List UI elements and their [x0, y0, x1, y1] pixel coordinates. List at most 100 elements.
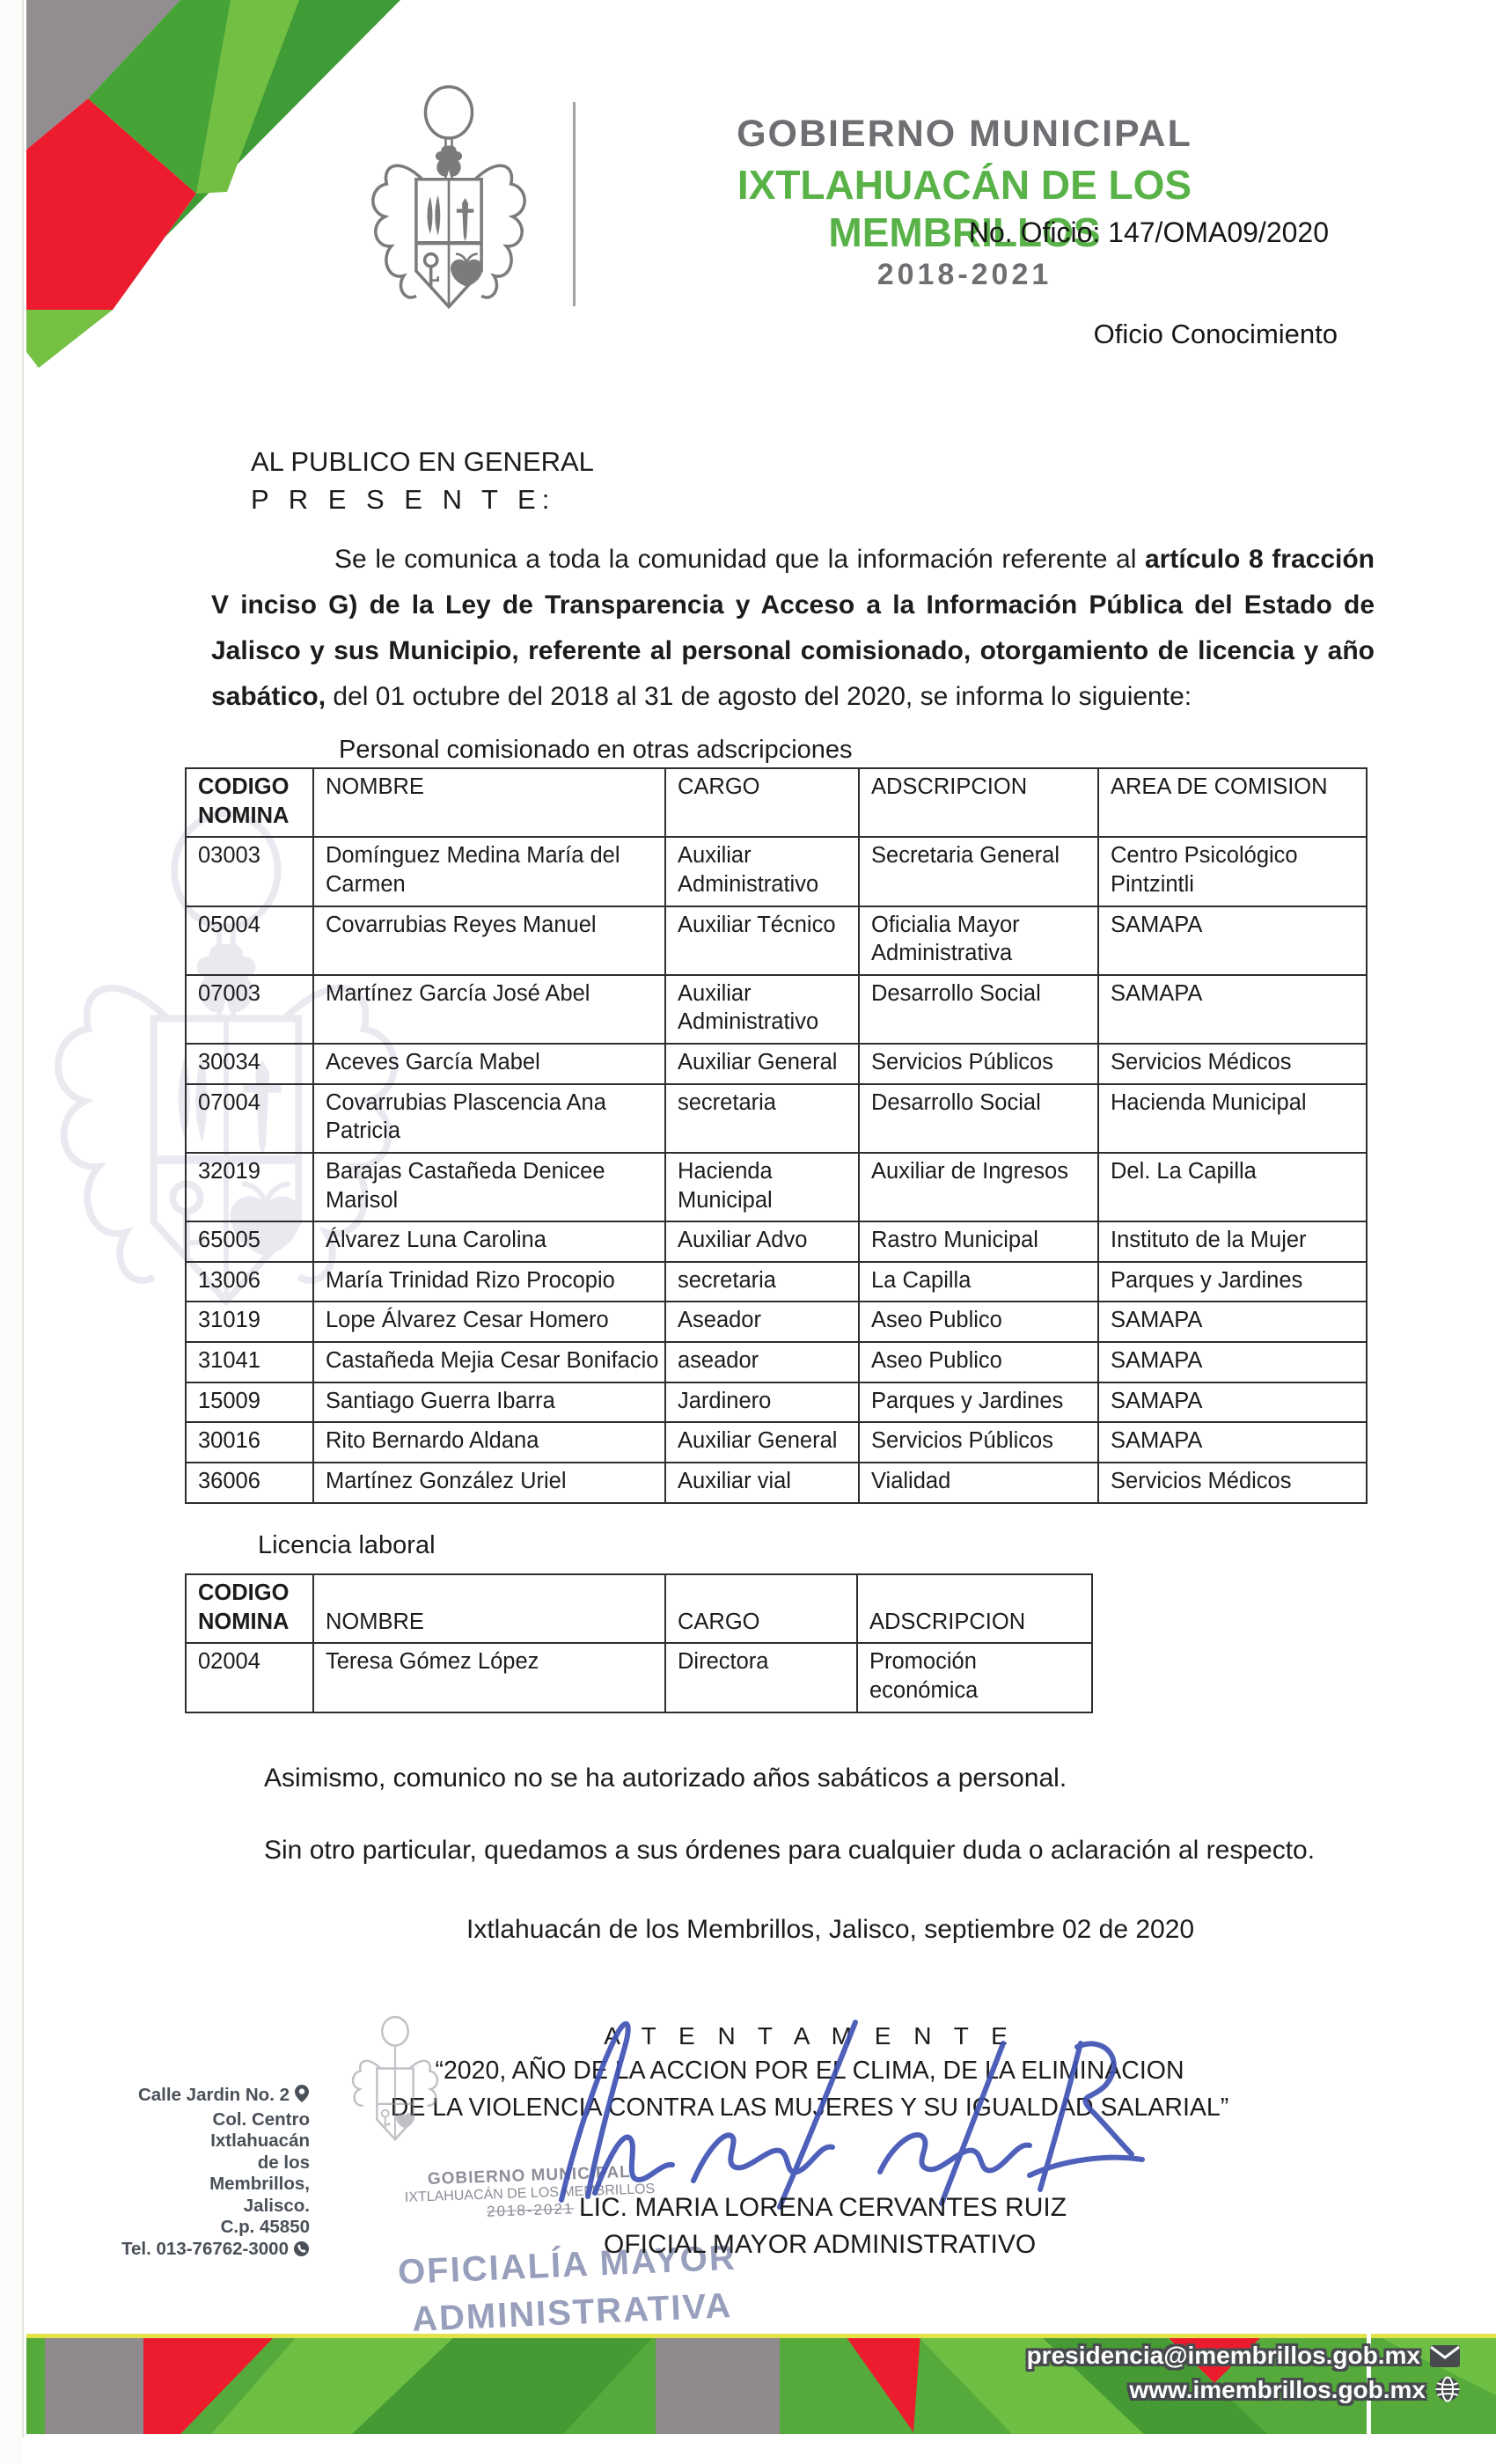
- table-row: 31019 Lope Álvarez Cesar Homero Aseador Ase…: [185, 1301, 1368, 1343]
- table-cell: Auxiliar Técnico: [664, 905, 860, 976]
- globe-icon: [1434, 2376, 1461, 2409]
- table-cell: Covarrubias Reyes Manuel: [312, 905, 666, 976]
- column-header: ADSCRIPCION: [856, 1573, 1093, 1645]
- table-cell: 03003: [185, 836, 314, 907]
- table-cell: 32019: [185, 1151, 314, 1223]
- table-row: 07004 Covarrubias Plascencia Ana Patricia…: [185, 1082, 1368, 1154]
- table-cell: secretaria: [664, 1260, 860, 1303]
- table-cell: Auxiliar General: [664, 1043, 860, 1085]
- table-cell: Rito Bernardo Aldana: [312, 1421, 666, 1463]
- table-cell: Vialidad: [858, 1461, 1099, 1504]
- stamp-coat-of-arms: [343, 2015, 447, 2172]
- table-cell: Lope Álvarez Cesar Homero: [312, 1301, 666, 1343]
- address-line: Membrillos,: [209, 2174, 310, 2194]
- oficio-number: No. Oficio: 147/OMA09/2020: [968, 216, 1329, 248]
- note-closing: Sin otro particular, quedamos a sus órde…: [264, 1836, 1316, 1865]
- table-cell: Rastro Municipal: [858, 1221, 1099, 1263]
- table-cell: Parques y Jardines: [858, 1381, 1099, 1424]
- table-row: 30034 Aceves García Mabel Auxiliar General…: [185, 1043, 1368, 1085]
- table-cell: Jardinero: [664, 1381, 860, 1424]
- table-cell: Auxiliar vial: [664, 1461, 860, 1504]
- table-cell: Barajas Castañeda Denicee Marisol: [312, 1151, 666, 1223]
- table-cell: Teresa Gómez López: [312, 1642, 666, 1713]
- recipient-line2: P R E S E N T E:: [251, 484, 556, 516]
- table-cell: 31019: [185, 1301, 314, 1343]
- note-sabbatical: Asimismo, comunico no se ha autorizado a…: [264, 1764, 1067, 1793]
- table-cell: 65005: [185, 1221, 314, 1263]
- table-cell: Desarrollo Social: [858, 973, 1099, 1045]
- table-cell: Auxiliar Advo: [664, 1221, 860, 1263]
- address-line: Jalisco.: [243, 2195, 310, 2216]
- column-header: CODIGO NOMINA: [185, 766, 314, 839]
- table-cell: Parques y Jardines: [1097, 1260, 1368, 1303]
- table-cell: Servicios Médicos: [1097, 1043, 1368, 1085]
- signer-name: LIC. MARIA LORENA CERVANTES RUIZ: [579, 2193, 1067, 2222]
- letterhead-text: GOBIERNO MUNICIPAL IXTLAHUACÁN DE LOS ME…: [607, 113, 1322, 292]
- signer-title: OFICIAL MAYOR ADMINISTRATIVO: [604, 2230, 1037, 2259]
- column-header: NOMBRE: [312, 1573, 666, 1645]
- table-cell: secretaria: [664, 1082, 860, 1154]
- column-header: CARGO: [664, 766, 860, 839]
- table-cell: SAMAPA: [1097, 1421, 1368, 1463]
- table-row: 30016 Rito Bernardo Aldana Auxiliar Genera…: [185, 1421, 1368, 1463]
- table-cell: La Capilla: [858, 1260, 1099, 1303]
- table-cell: Santiago Guerra Ibarra: [312, 1381, 666, 1424]
- corner-triangles-decoration: [26, 0, 400, 368]
- table-cell: Centro Psicológico Pintzintli: [1097, 836, 1368, 907]
- scan-edge-line: [22, 0, 24, 2438]
- table-cell: SAMAPA: [1097, 973, 1368, 1045]
- year-motto-line1: “2020, AÑO DE LA ACCION POR EL CLIMA, DE…: [435, 2057, 1184, 2085]
- table-row: 15009 Santiago Guerra Ibarra Jardinero Parq…: [185, 1381, 1368, 1424]
- table-row: 36006 Martínez González Uriel Auxiliar via…: [185, 1461, 1368, 1504]
- table-row: 03003 Domínguez Medina María del Carmen Au…: [185, 836, 1368, 907]
- table-cell: Martínez González Uriel: [312, 1461, 666, 1504]
- table2-caption: Licencia laboral: [258, 1531, 436, 1559]
- address-block: Calle Jardin No. 2 Col. Centro Ixtlahuac…: [53, 2084, 310, 2262]
- column-header: ADSCRIPCION: [858, 766, 1099, 839]
- column-header: CODIGO NOMINA: [185, 1573, 314, 1645]
- table-cell: Domínguez Medina María del Carmen: [312, 836, 666, 907]
- column-header: NOMBRE: [312, 766, 666, 839]
- table-cell: 30016: [185, 1421, 314, 1463]
- table-cell: 15009: [185, 1381, 314, 1424]
- table-cell: aseador: [664, 1341, 860, 1383]
- municipal-coat-of-arms: [356, 84, 542, 364]
- table-cell: Servicios Públicos: [858, 1421, 1099, 1463]
- table-cell: Oficialia Mayor Administrativa: [858, 905, 1099, 976]
- table-cell: Aseo Publico: [858, 1301, 1099, 1343]
- salutation: A T E N T A M E N T E: [604, 2022, 1016, 2050]
- footer-color-band: [26, 2334, 1496, 2434]
- table1-caption: Personal comisionado en otras adscripcio…: [339, 736, 853, 764]
- org-name-line2: IXTLAHUACÁN DE LOS MEMBRILLOS: [737, 162, 1192, 255]
- table-cell: Auxiliar Administrativo: [664, 973, 860, 1045]
- column-header: CARGO: [664, 1573, 858, 1645]
- handwritten-signature: [559, 2020, 1145, 2210]
- table-row: 31041 Castañeda Mejia Cesar Bonifacio asea…: [185, 1341, 1368, 1383]
- column-header: AREA DE COMISION: [1097, 766, 1368, 839]
- footer-website: www.imembrillos.gob.mx: [1129, 2376, 1426, 2403]
- table-cell: Aceves García Mabel: [312, 1043, 666, 1085]
- commissioned-personnel-table: CODIGO NOMINA NOMBRE CARGO ADSCRIPCION AREA …: [185, 766, 1368, 1504]
- scan-left-margin: [0, 0, 23, 2464]
- table-cell: María Trinidad Rizo Procopio: [312, 1260, 666, 1303]
- table-cell: SAMAPA: [1097, 1301, 1368, 1343]
- table-row: 02004 Teresa Gómez López Directora Promoció…: [185, 1642, 1093, 1713]
- table-cell: Auxiliar de Ingresos: [858, 1151, 1099, 1223]
- table-row: 05004 Covarrubias Reyes Manuel Auxiliar Té…: [185, 905, 1368, 976]
- location-pin-icon: [294, 2084, 310, 2109]
- table-cell: SAMAPA: [1097, 905, 1368, 976]
- table-cell: Hacienda Municipal: [1097, 1082, 1368, 1154]
- recipient-block: AL PUBLICO EN GENERAL P R E S E N T E:: [251, 443, 594, 519]
- table-cell: Covarrubias Plascencia Ana Patricia: [312, 1082, 666, 1154]
- labor-license-table: CODIGO NOMINA NOMBRE CARGO ADSCRIPCION 02004…: [185, 1573, 1093, 1713]
- table-cell: Auxiliar Administrativo: [664, 836, 860, 907]
- table-cell: 05004: [185, 905, 314, 976]
- phone-icon: [293, 2240, 310, 2263]
- address-line: Ixtlahuacán: [210, 2130, 310, 2151]
- recipient-line1: AL PUBLICO EN GENERAL: [251, 446, 594, 477]
- table-row: 13006 María Trinidad Rizo Procopio secreta…: [185, 1260, 1368, 1303]
- table-cell: Servicios Públicos: [858, 1043, 1099, 1085]
- table-cell: 13006: [185, 1260, 314, 1303]
- intro-text-normal2: del 01 octubre del 2018 al 31 de agosto …: [326, 682, 1192, 711]
